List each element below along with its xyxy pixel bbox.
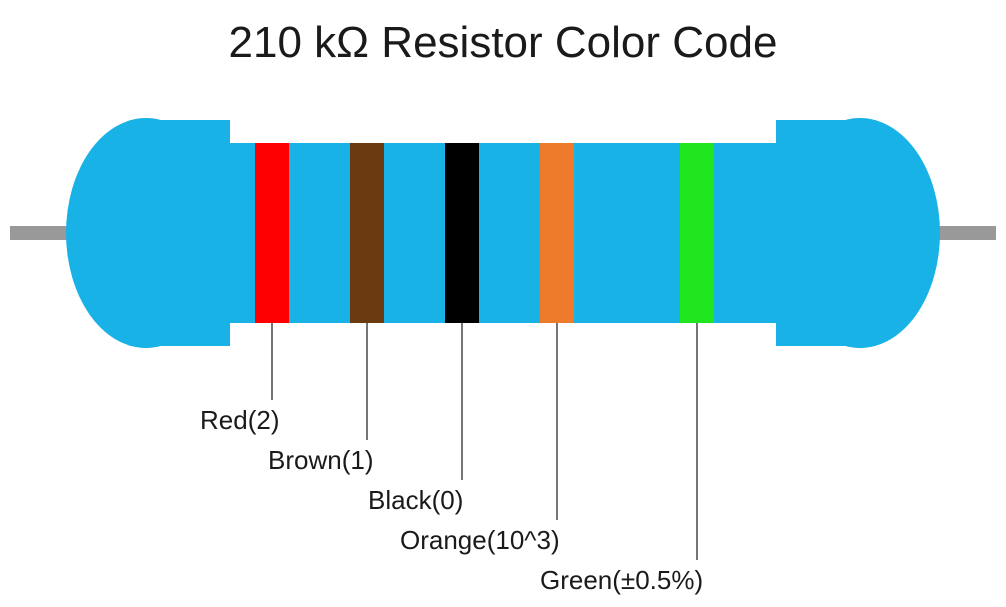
band-black <box>445 143 479 323</box>
band-brown <box>350 143 384 323</box>
band-label-green: Green(±0.5%) <box>540 565 703 596</box>
band-green <box>680 143 714 323</box>
band-label-orange: Orange(10^3) <box>400 525 560 556</box>
band-label-red: Red(2) <box>200 405 279 436</box>
resistor-diagram <box>0 0 1006 607</box>
band-red <box>255 143 289 323</box>
band-orange <box>540 143 574 323</box>
band-label-brown: Brown(1) <box>268 445 373 476</box>
band-label-black: Black(0) <box>368 485 463 516</box>
